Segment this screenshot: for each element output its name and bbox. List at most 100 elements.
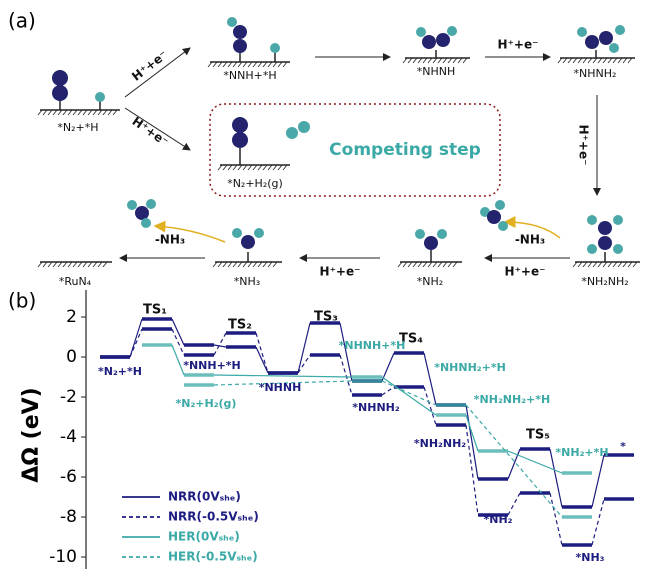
atom [254, 228, 264, 238]
y-tick-label: -6 [60, 467, 77, 487]
y-tick-label: 2 [66, 307, 77, 327]
annotation: TS₃ [314, 310, 338, 325]
annotation: TS₁ [143, 303, 167, 318]
atom [598, 236, 612, 250]
atom [52, 70, 68, 86]
annotation: *NHNH₂ [352, 401, 400, 414]
atom [232, 228, 242, 238]
step-label: H⁺+e⁻ [498, 38, 539, 52]
atom [615, 25, 625, 35]
atom [298, 121, 310, 133]
panel-label: (b) [8, 289, 36, 313]
annotation: *NH₂NH₂ [414, 437, 466, 450]
connector [256, 347, 268, 373]
state-label: *RuN₄ [59, 275, 92, 288]
panel-label: (a) [8, 9, 36, 33]
competing-label: Competing step [329, 140, 481, 160]
connector [592, 499, 604, 545]
connector [256, 333, 268, 373]
step-label: H⁺+e⁻ [577, 125, 591, 166]
atom [52, 85, 68, 101]
atom [585, 35, 599, 49]
step-label: H⁺+e⁻ [130, 114, 172, 149]
step-label: H⁺+e⁻ [505, 265, 546, 279]
connector [382, 387, 394, 395]
state-label: *NHNH₂ [574, 67, 617, 80]
y-tick-label: -4 [60, 427, 77, 447]
release-label: -NH₃ [515, 233, 545, 247]
connector [214, 333, 226, 355]
connector [508, 451, 562, 473]
annotation: *NH₂ [484, 513, 513, 526]
atom [416, 27, 426, 37]
annotation: *NH₃ [576, 551, 605, 564]
annotation: *N₂+*H [98, 365, 142, 378]
connector [214, 345, 226, 347]
atom [487, 210, 501, 224]
atom [613, 215, 623, 225]
connector [466, 405, 562, 517]
y-tick-label: 0 [66, 347, 77, 367]
atom [141, 218, 151, 228]
annotation: *NHNH₂+*H [434, 361, 506, 374]
atom [232, 117, 248, 133]
atom [127, 200, 137, 210]
annotation: *NNH+*H [183, 359, 241, 372]
connector [298, 323, 310, 373]
connector [130, 319, 142, 357]
panel-b: (b) ΔΩ (eV) 20-2-4-6-8-10NRR(0Vₛₕₑ)NRR(-… [8, 289, 634, 569]
connector [592, 455, 604, 507]
atom [587, 215, 597, 225]
atom [95, 92, 105, 102]
annotation: *N₂+H₂(g) [176, 397, 237, 410]
legend-label: HER(0Vₛₕₑ) [168, 530, 240, 544]
atom [424, 236, 438, 250]
atom [135, 206, 149, 220]
connector [424, 387, 436, 425]
annotation: TS₂ [228, 318, 252, 333]
annotation: *NH₂+*H [555, 446, 608, 459]
atom [599, 31, 613, 45]
connector [172, 345, 184, 375]
atom [227, 17, 237, 27]
panel-a: (a) Competing step H⁺+e⁻ H⁺+e⁻ H⁺+e⁻ H⁺+… [8, 9, 640, 289]
release-label: -NH₃ [155, 233, 185, 247]
atom [415, 229, 425, 239]
state-label: *NH₂NH₂ [581, 275, 628, 288]
atom [437, 229, 447, 239]
atom [613, 244, 623, 254]
atom [270, 43, 280, 53]
y-tick-label: -8 [60, 507, 77, 527]
annotation: *NHNH [259, 381, 302, 394]
atom [146, 199, 156, 209]
state-label: *N₂+H₂(g) [227, 177, 283, 190]
atom [232, 132, 248, 148]
y-tick-label: -10 [49, 547, 77, 567]
atom [286, 127, 298, 139]
figure: (a) Competing step H⁺+e⁻ H⁺+e⁻ H⁺+e⁻ H⁺+… [0, 0, 648, 569]
annotation: *NHNH+*H [339, 339, 406, 352]
annotation: TS₅ [526, 428, 550, 443]
atom [577, 27, 587, 37]
atom [447, 26, 457, 36]
annotation: * [620, 440, 626, 453]
atom [587, 244, 597, 254]
legend-label: NRR(0Vₛₕₑ) [168, 490, 241, 504]
y-tick-label: -2 [60, 387, 77, 407]
atom [495, 200, 505, 210]
atom [233, 25, 247, 39]
atom [609, 43, 619, 53]
state-label: *NH₂ [417, 275, 443, 288]
connector [508, 493, 520, 515]
atom [598, 221, 612, 235]
atom [498, 221, 508, 231]
atom [241, 235, 255, 249]
state-label: *NHNH [417, 65, 456, 78]
atom [422, 35, 436, 49]
annotation: *NH₂NH₂+*H [474, 393, 550, 406]
y-axis-label: ΔΩ (eV) [19, 387, 44, 482]
atom [436, 33, 450, 47]
legend-label: HER(-0.5Vₛₕₑ) [168, 550, 258, 564]
atom [233, 39, 247, 53]
state-label: *N₂+*H [57, 121, 98, 134]
